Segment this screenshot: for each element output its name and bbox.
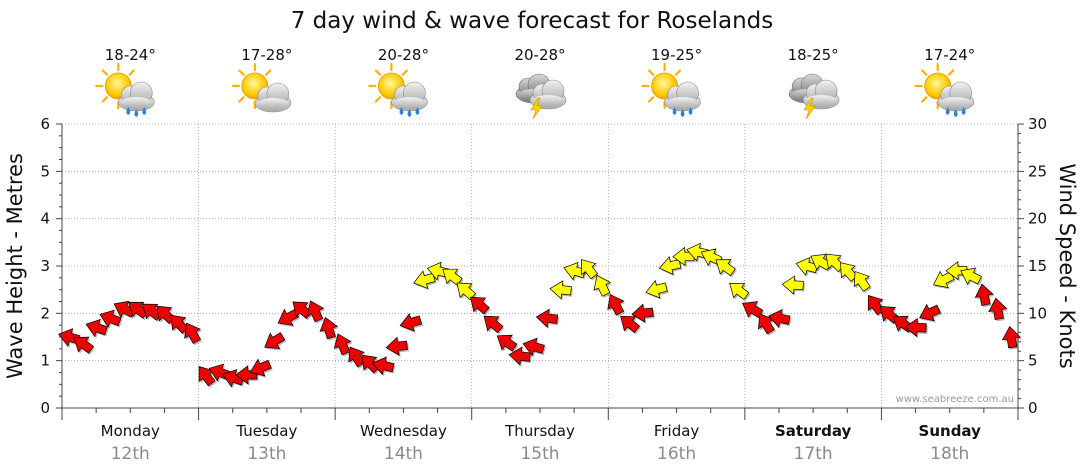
sun-cloud-rain-icon <box>96 64 154 117</box>
day-labels: Monday 12th Tuesday 13th Wednesday 14th Thursd… <box>101 422 981 464</box>
temperature-label: 18-24° <box>105 46 156 64</box>
temperature-label: 20-28° <box>514 46 565 64</box>
day-name-label: Sunday <box>919 422 982 440</box>
weather-icons <box>96 64 973 119</box>
day-date-label: 17th <box>794 444 833 464</box>
day-date-label: 15th <box>520 444 559 464</box>
sun-cloud-rain-icon <box>643 64 701 117</box>
day-name-label: Saturday <box>775 422 852 440</box>
storm-icon <box>789 74 839 119</box>
grid-lines <box>62 123 1018 408</box>
temperature-label: 18-25° <box>788 46 839 64</box>
day-date-label: 16th <box>657 444 696 464</box>
left-tick-label: 4 <box>40 210 50 228</box>
left-tick-label: 2 <box>40 304 50 322</box>
temperature-label: 17-24° <box>924 46 975 64</box>
right-tick-label: 0 <box>1028 399 1038 417</box>
day-date-label: 14th <box>384 444 423 464</box>
sun-cloud-rain-icon <box>369 64 427 117</box>
day-date-label: 13th <box>247 444 286 464</box>
bottom-axis-ticks <box>61 408 1019 420</box>
chart-title: 7 day wind & wave forecast for Roselands <box>291 8 774 34</box>
day-name-label: Thursday <box>504 422 575 440</box>
right-tick-label: 10 <box>1028 304 1047 322</box>
day-name-label: Friday <box>654 422 700 440</box>
day-date-label: 12th <box>111 444 150 464</box>
temperature-label: 19-25° <box>651 46 702 64</box>
right-tick-label: 30 <box>1028 115 1047 133</box>
left-tick-label: 1 <box>40 352 50 370</box>
left-tick-label: 6 <box>40 115 50 133</box>
right-tick-label: 25 <box>1028 162 1047 180</box>
left-tick-label: 0 <box>40 399 50 417</box>
sun-cloud-icon <box>233 64 291 112</box>
left-tick-label: 3 <box>40 257 50 275</box>
left-axis-ticks: 0 1 2 3 4 5 6 <box>40 115 62 417</box>
temperature-label: 20-28° <box>378 46 429 64</box>
sun-cloud-rain-icon <box>916 64 974 117</box>
day-name-label: Monday <box>101 422 160 440</box>
right-tick-label: 5 <box>1028 352 1038 370</box>
right-axis-ticks: 0 5 10 15 20 25 30 <box>1018 115 1047 417</box>
watermark: www.seabreeze.com.au <box>896 394 1014 405</box>
right-axis-title: Wind Speed - Knots <box>1055 163 1079 368</box>
day-date-label: 18th <box>930 444 969 464</box>
day-name-label: Tuesday <box>235 422 297 440</box>
temperature-label: 17-28° <box>241 46 292 64</box>
left-axis-title: Wave Height - Metres <box>3 153 27 379</box>
right-tick-label: 15 <box>1028 257 1047 275</box>
left-tick-label: 5 <box>40 162 50 180</box>
storm-icon <box>516 74 566 119</box>
right-tick-label: 20 <box>1028 210 1047 228</box>
temperature-labels: 18-24° 17-28° 20-28° 20-28° 19-25° 18-25° 17-2… <box>105 46 976 64</box>
day-name-label: Wednesday <box>360 422 447 440</box>
